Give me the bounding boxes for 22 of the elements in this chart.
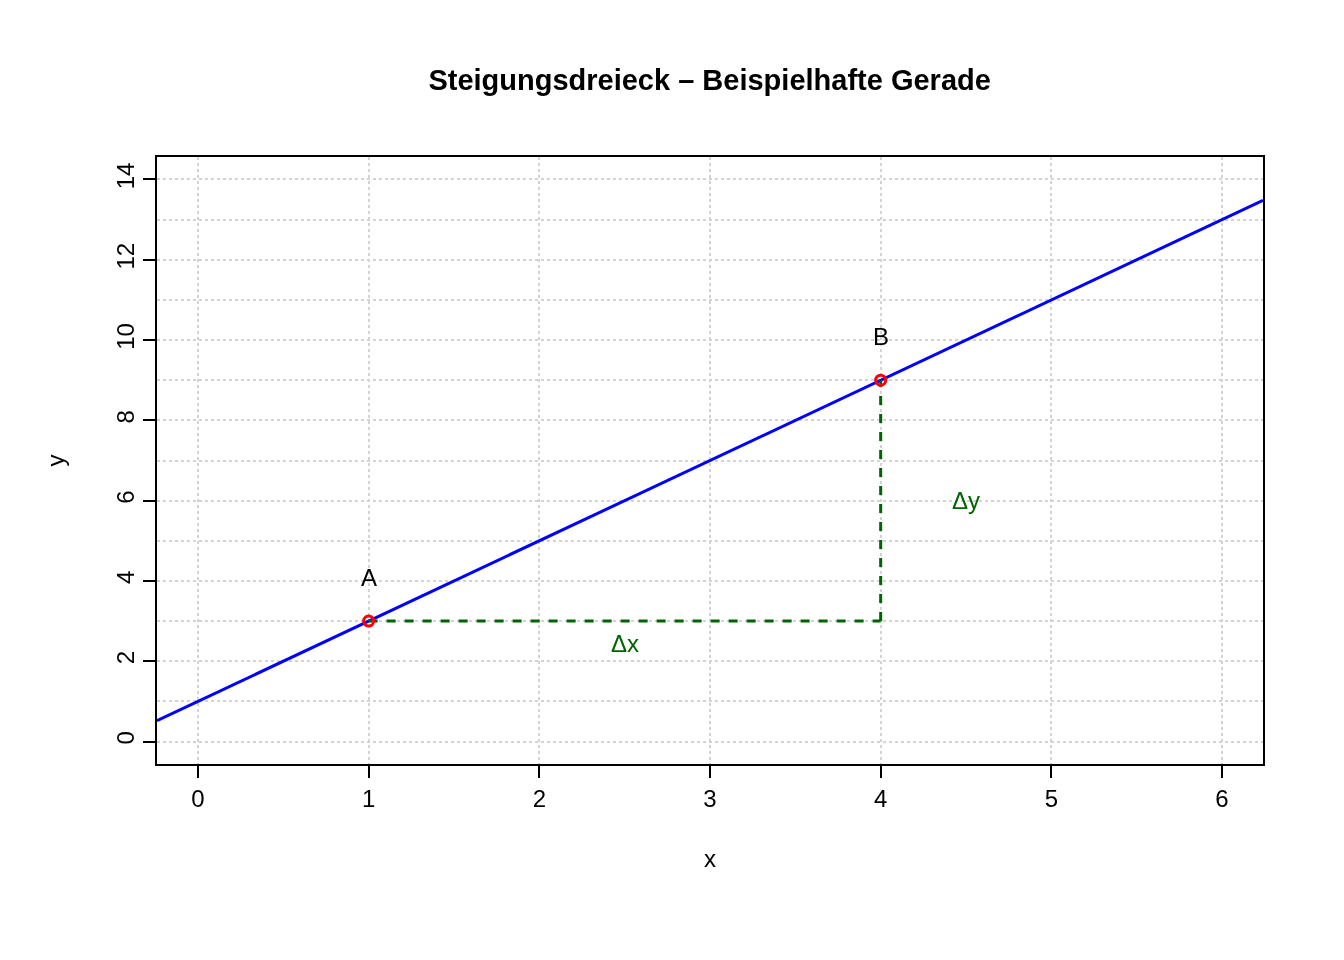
x-axis-title: x — [704, 845, 716, 873]
y-tick-label: 2 — [111, 650, 139, 665]
x-tick-label: 4 — [874, 784, 888, 812]
y-tick-label: 6 — [111, 490, 139, 504]
y-tick-label: 4 — [111, 570, 139, 585]
y-axis-title: y — [42, 454, 70, 467]
y-tick-label: 14 — [111, 162, 139, 190]
y-tick-label: 12 — [111, 242, 139, 270]
chart-title: Steigungsdreieck – Beispielhafte Gerade — [428, 63, 991, 96]
series-label: B — [873, 323, 890, 350]
x-tick-label: 3 — [703, 784, 717, 812]
x-tick-label: 2 — [532, 784, 546, 812]
x-tick-label: 1 — [361, 784, 376, 812]
y-tick-label: 0 — [111, 731, 139, 745]
series-label: Δx — [611, 630, 640, 657]
y-tick-label: 8 — [111, 410, 139, 424]
x-tick-label: 5 — [1044, 784, 1059, 812]
x-tick-label: 0 — [191, 784, 205, 812]
series-label: A — [361, 564, 378, 591]
text: Δy — [952, 487, 981, 514]
x-tick-label: 6 — [1215, 784, 1229, 812]
y-tick-label: 10 — [111, 323, 139, 350]
